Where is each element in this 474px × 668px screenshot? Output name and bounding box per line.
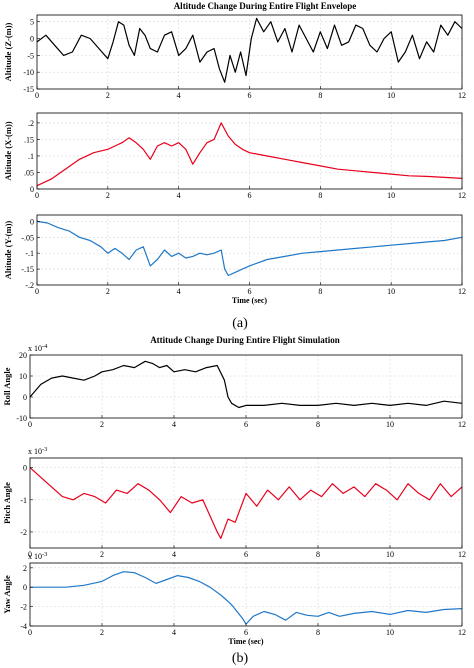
x-tick-label: 8 — [318, 91, 322, 100]
x-tick-label: 8 — [318, 287, 322, 296]
y-tick-label: -10 — [23, 68, 34, 77]
x-tick-label: 6 — [244, 628, 248, 637]
axis-multiplier: x 10-3 — [28, 551, 47, 561]
x-tick-label: 0 — [28, 550, 32, 559]
x-tick-label: 12 — [458, 91, 466, 100]
x-tick-label: 6 — [248, 91, 252, 100]
x-tick-label: 2 — [100, 550, 104, 559]
x-tick-label: 10 — [386, 550, 394, 559]
x-tick-label: 12 — [458, 550, 466, 559]
panel-1: 0 2 4 6 8 10 12 5 0 -5 -10 -15 Altitude (Z-(m)) — [3, 14, 466, 100]
y-tick-label: -.2 — [25, 281, 34, 290]
x-tick-label: 8 — [316, 628, 320, 637]
panel-5: 0 2 4 6 8 10 12 0 -1 -2 Pitch Angle x 10-3 — [2, 446, 466, 559]
y-tick-label: -4 — [20, 622, 27, 631]
x-tick-label: 8 — [316, 420, 320, 429]
x-tick-label: 4 — [172, 550, 176, 559]
x-tick-label: 4 — [177, 287, 181, 296]
series-line-1 — [36, 17, 463, 83]
x-axis-label: Time (sec) — [232, 296, 268, 305]
x-tick-label: 12 — [458, 628, 466, 637]
y-tick-label: 0 — [23, 583, 27, 592]
y-tick-label: .15 — [24, 135, 34, 144]
y-axis-label: Yaw Angle — [2, 575, 12, 614]
x-tick-label: 2 — [106, 287, 110, 296]
y-tick-label: -.15 — [21, 265, 34, 274]
x-tick-label: 12 — [458, 420, 466, 429]
y-tick-label: -2 — [20, 528, 27, 537]
x-tick-label: 2 — [100, 420, 104, 429]
y-tick-label: 0 — [30, 35, 34, 44]
x-tick-label: 0 — [35, 91, 39, 100]
y-axis-label: Altitude (Y-(m)) — [3, 221, 13, 280]
x-tick-label: 10 — [387, 287, 395, 296]
y-tick-label: -.1 — [25, 249, 34, 258]
plot-frame — [36, 214, 463, 286]
x-tick-label: 0 — [28, 420, 32, 429]
series-line-3 — [36, 220, 463, 277]
y-tick-label: 0 — [23, 464, 27, 473]
y-tick-label: .2 — [28, 119, 34, 128]
x-tick-label: 10 — [387, 91, 395, 100]
axis-multiplier: x 10-3 — [28, 446, 47, 456]
x-tick-label: 10 — [386, 628, 394, 637]
figure-b-title: Attitude Change During Entire Flight Sim… — [150, 335, 340, 345]
y-tick-label: 0 — [30, 217, 34, 226]
x-tick-label: 4 — [177, 191, 181, 200]
y-tick-label: 5 — [30, 18, 34, 27]
y-tick-label: 2 — [23, 564, 27, 573]
x-tick-label: 10 — [387, 191, 395, 200]
y-tick-label: -15 — [23, 85, 34, 94]
y-axis-label: Roll Angle — [2, 367, 12, 405]
series-line-2 — [36, 122, 463, 187]
y-axis-label: Altitude (Z-(m)) — [3, 22, 13, 81]
axis-multiplier: x 10-4 — [28, 343, 48, 353]
x-tick-label: 12 — [458, 287, 466, 296]
figure-b-caption: (b) — [232, 651, 249, 666]
x-tick-label: 8 — [318, 191, 322, 200]
series-line-4 — [29, 360, 463, 409]
x-tick-label: 10 — [386, 420, 394, 429]
figure-a-title: Altitude Change During Entire Flight Env… — [174, 1, 357, 11]
figure-a-caption: (a) — [232, 316, 248, 331]
y-axis-label: Altitude (X-(m)) — [3, 121, 13, 180]
y-axis-label: Pitch Angle — [2, 482, 12, 524]
x-tick-label: 4 — [172, 628, 176, 637]
y-tick-label: -.05 — [21, 233, 34, 242]
y-tick-label: 20 — [19, 351, 27, 360]
x-axis-label: Time (sec) — [228, 637, 264, 646]
y-tick-label: .05 — [24, 168, 34, 177]
panel-2: 0 2 4 6 8 10 12 .2 .15 .1 .05 0 Altitude (X-(m)) — [3, 112, 466, 200]
x-tick-label: 6 — [248, 191, 252, 200]
series-line-6 — [30, 571, 463, 625]
x-tick-label: 6 — [248, 287, 252, 296]
series-line-5 — [29, 467, 463, 540]
y-tick-label: -2 — [20, 603, 27, 612]
y-tick-label: -5 — [27, 51, 34, 60]
x-tick-label: 6 — [244, 420, 248, 429]
x-tick-label: 4 — [172, 420, 176, 429]
panel-3: 0 2 4 6 8 10 12 0 -.05 -.1 -.15 -.2 Altitude (Y-(m))… — [3, 214, 466, 305]
y-tick-label: -10 — [16, 414, 27, 423]
x-tick-label: 2 — [106, 91, 110, 100]
x-tick-label: 0 — [28, 628, 32, 637]
x-tick-label: 8 — [316, 550, 320, 559]
x-tick-label: 2 — [100, 628, 104, 637]
y-tick-label: 0 — [23, 393, 27, 402]
x-tick-label: 0 — [35, 287, 39, 296]
x-tick-label: 12 — [458, 191, 466, 200]
y-tick-label: -1 — [20, 496, 27, 505]
y-tick-label: .1 — [28, 152, 34, 161]
x-tick-label: 2 — [106, 191, 110, 200]
y-tick-label: 10 — [19, 372, 27, 381]
y-tick-label: 0 — [30, 185, 34, 194]
x-tick-label: 4 — [177, 91, 181, 100]
x-tick-label: 0 — [35, 191, 39, 200]
x-tick-label: 6 — [244, 550, 248, 559]
